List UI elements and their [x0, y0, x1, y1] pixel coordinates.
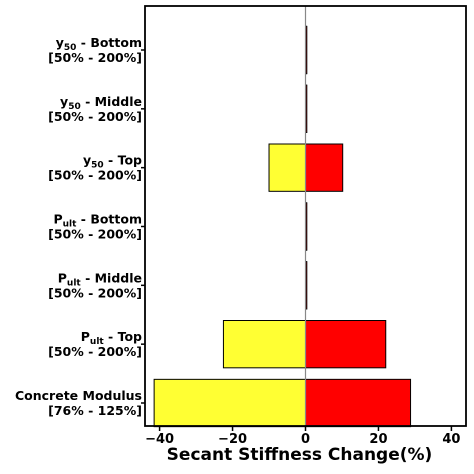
- bar-low-2: [268, 143, 306, 192]
- category-label-5: Pult - Top: [81, 329, 142, 347]
- x-tick-label-3: 20: [369, 432, 387, 447]
- category-range-0: [50% - 200%]: [48, 50, 142, 65]
- category-label-3: Pult - Bottom: [53, 212, 142, 230]
- bar-high-2: [305, 143, 344, 192]
- category-range-2: [50% - 200%]: [48, 168, 142, 183]
- category-range-1: [50% - 200%]: [48, 109, 142, 124]
- category-label-1: y50 - Middle: [60, 94, 142, 112]
- x-tick-label-2: 0: [301, 432, 310, 447]
- category-range-4: [50% - 200%]: [48, 285, 142, 300]
- bar-low-5: [222, 320, 306, 369]
- bar-high-5: [305, 320, 387, 369]
- category-range-3: [50% - 200%]: [48, 227, 142, 242]
- bar-low-6: [153, 378, 306, 428]
- category-label-6: Concrete Modulus: [15, 388, 142, 403]
- category-label-4: Pult - Middle: [58, 270, 142, 288]
- bar-high-6: [305, 378, 412, 428]
- category-label-0: y50 - Bottom: [56, 35, 142, 53]
- x-tick-label-0: −40: [145, 432, 174, 447]
- category-range-5: [50% - 200%]: [48, 344, 142, 359]
- category-range-6: [76% - 125%]: [48, 403, 142, 418]
- x-tick-label-4: 40: [442, 432, 460, 447]
- x-axis-title: Secant Stiffness Change(%): [167, 445, 433, 465]
- category-label-2: y50 - Top: [83, 153, 142, 171]
- x-tick-label-1: −20: [218, 432, 247, 447]
- bars-group: [153, 25, 412, 428]
